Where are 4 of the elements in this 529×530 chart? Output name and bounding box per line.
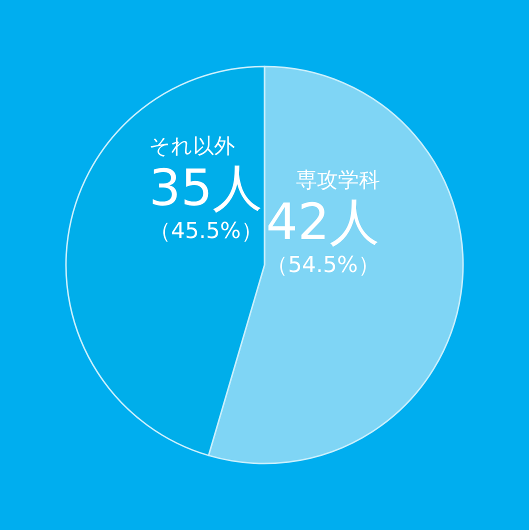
slice-label: それ以外 — [149, 134, 235, 158]
data-label: 35人（45.5%） — [149, 159, 263, 244]
slice-label: 専攻学科 — [296, 168, 380, 192]
data-label: 42人（54.5%） — [266, 193, 380, 278]
